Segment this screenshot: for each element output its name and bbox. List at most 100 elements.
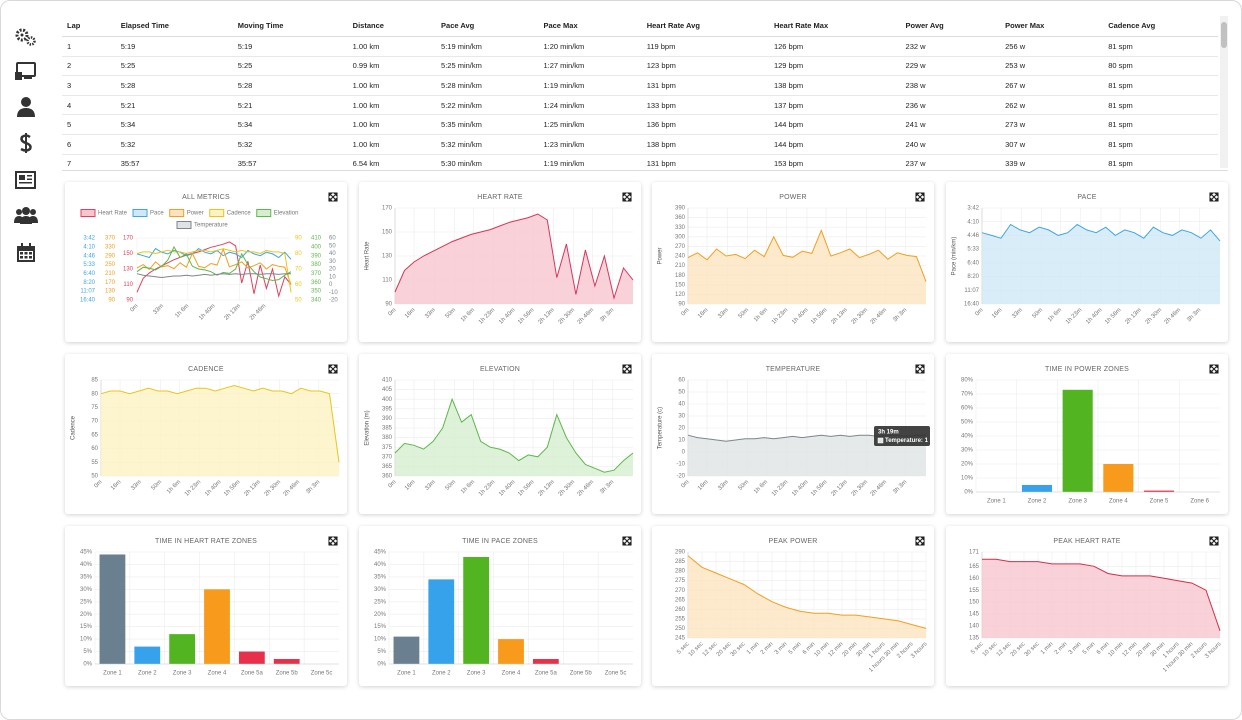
table-cell: 6 (62, 134, 116, 155)
y-tick-label: 150 (675, 282, 686, 288)
x-tick-label: 1h 40m (198, 303, 216, 321)
y-tick-label: 380 (311, 262, 322, 268)
nav-news[interactable] (14, 169, 38, 191)
x-tick-label: 20 sec (1010, 641, 1027, 658)
expand-button[interactable] (1209, 364, 1219, 374)
y-tick-label: 10% (374, 637, 387, 643)
y-tick-label: 60 (91, 446, 98, 452)
y-tick-label: 4:10 (83, 244, 95, 250)
table-cell: 273 w (1000, 114, 1104, 135)
nav-calendar[interactable] (14, 242, 38, 264)
x-tick-label: 50m (1032, 307, 1044, 319)
y-tick-label: 370 (105, 236, 116, 242)
table-cell: 5:34 (232, 114, 348, 135)
x-tick-label: Zone 1 (103, 671, 122, 677)
scrollbar-thumb[interactable] (1221, 22, 1227, 48)
table-cell: 1:27 min/km (538, 56, 642, 77)
expand-button[interactable] (1209, 192, 1219, 202)
expand-button[interactable] (622, 536, 632, 546)
y-tick-label: 30 (678, 414, 685, 420)
bar (134, 646, 161, 664)
expand-button[interactable] (915, 536, 925, 546)
line (687, 229, 927, 282)
y-tick-label: 170 (123, 236, 134, 242)
x-tick-label: 1h 40m (791, 307, 809, 325)
legend-swatch (209, 209, 225, 217)
y-tick-label: 70 (295, 267, 302, 273)
chart-card: CADENCE 50 55 60 65 70 75 80 85 0m 16m 33m 50m 1h 6m 1… (65, 354, 347, 514)
tooltip-text: Temperature: 1 (885, 438, 929, 444)
y-tick-label: 10% (80, 637, 93, 643)
y-tick-label: 130 (382, 254, 393, 260)
column-header: Pace Avg (436, 14, 539, 37)
x-tick-label: 2h 30m (851, 479, 869, 497)
y-tick-label: 350 (311, 289, 322, 295)
expand-button[interactable] (1209, 536, 1219, 546)
expand-button[interactable] (622, 364, 632, 374)
nav-team[interactable] (13, 205, 39, 227)
x-tick-label: 10 sec (688, 641, 705, 658)
x-tick-label: Zone 5c (605, 671, 627, 677)
table-cell: 5:34 (115, 114, 233, 135)
y-tick-label: 120 (675, 292, 686, 298)
y-tick-label: 360 (675, 215, 686, 221)
nav-settings[interactable] (14, 26, 38, 48)
expand-button[interactable] (328, 536, 338, 546)
expand-button[interactable] (915, 364, 925, 374)
table-cell: 6.54 km (347, 154, 437, 170)
x-tick-label: 50m (151, 479, 163, 491)
column-header: Heart Rate Max (768, 14, 901, 37)
series-line (136, 248, 292, 293)
x-tick-label: 16m (697, 479, 709, 491)
chart-title: CADENCE (188, 366, 224, 373)
y-tick-label: 150 (123, 251, 134, 257)
x-tick-label: 2h 30m (851, 307, 869, 325)
nav-devices[interactable] (14, 60, 38, 82)
chart-title: PEAK POWER (768, 538, 817, 545)
expand-button[interactable] (328, 192, 338, 202)
x-tick-label: 16m (991, 307, 1003, 319)
x-tick-label: 1h 23m (184, 479, 202, 497)
table-body: 1 5:19 5:19 1.00 km 5:19 min/km 1:20 min/km 11… (62, 36, 1218, 170)
y-tick-label: 60 (329, 236, 336, 242)
nav-profile[interactable] (14, 96, 38, 118)
y-tick-label: 390 (311, 253, 322, 259)
y-tick-label: 400 (382, 397, 393, 403)
bar (99, 554, 126, 664)
x-tick-label: 1h 23m (771, 307, 789, 325)
chart-card: PACE 3:42 4:10 4:46 5:33 6:40 8:20 11:07 16:40 0m… (946, 182, 1228, 342)
x-tick-label: 3h 3m (305, 479, 321, 495)
x-tick-label: Zone 5 (1150, 499, 1169, 505)
chart-title: PEAK HEART RATE (1053, 538, 1120, 545)
x-tick-label: 1h 6m (174, 303, 190, 319)
y-tick-label: 110 (382, 278, 392, 284)
expand-button[interactable] (328, 364, 338, 374)
x-tick-label: Zone 2 (138, 671, 157, 677)
x-tick-label: 1h 6m (460, 307, 476, 323)
x-tick-label: 16m (110, 479, 122, 491)
y-tick-label: 250 (105, 262, 116, 268)
table-cell: 5:32 min/km (436, 134, 539, 155)
table-cell: 35:57 (115, 154, 233, 170)
nav-billing[interactable] (14, 132, 38, 154)
chart-title: ELEVATION (480, 366, 520, 373)
chart: TIME IN PACE ZONES 0% 5% 10% 15% 20% 25% 30% 35%… (374, 536, 633, 677)
x-tick-label: Zone 3 (173, 671, 192, 677)
y-tick-label: 150 (969, 600, 980, 606)
table-cell: 229 w (900, 56, 1001, 77)
y-axis-label: Cadence (71, 415, 77, 440)
scrollbar[interactable] (1220, 16, 1228, 168)
y-tick-label: 4:46 (967, 233, 979, 239)
expand-button[interactable] (622, 192, 632, 202)
x-tick-label: 1h 40m (498, 479, 516, 497)
x-tick-label: 33m (1011, 307, 1023, 319)
expand-button[interactable] (915, 192, 925, 202)
chart: TIME IN HEART RATE ZONES 0% 5% 10% 15% 20% 25%… (80, 536, 339, 677)
y-tick-label: 25% (374, 599, 387, 605)
x-tick-label: 33m (130, 479, 142, 491)
y-tick-label: 30% (961, 448, 974, 454)
bar (273, 659, 300, 664)
y-tick-label: 405 (382, 387, 393, 393)
x-tick-label: 1h 23m (771, 479, 789, 497)
x-tick-label: Zone 4 (1109, 499, 1128, 505)
